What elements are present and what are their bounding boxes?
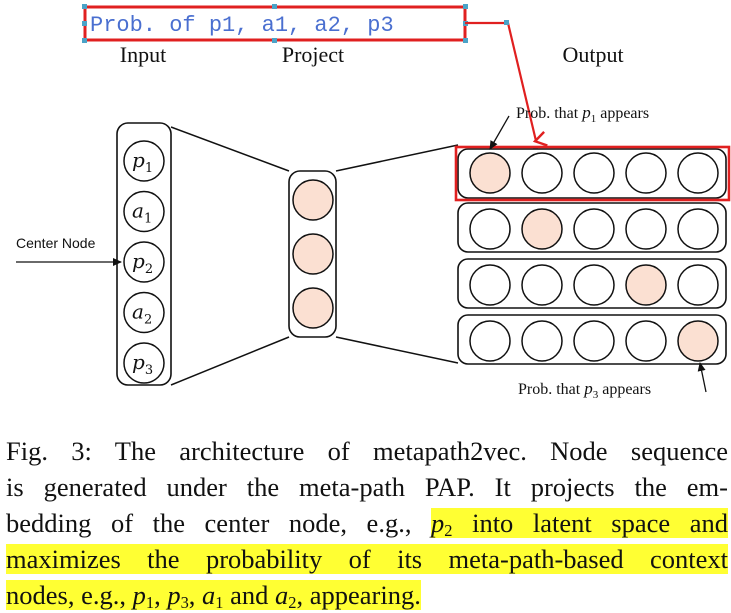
output-node-active [469, 152, 511, 194]
annotation-text[interactable]: Prob. of p1, a1, a2, p3 [90, 13, 394, 38]
projection-nodes [292, 179, 334, 329]
output-node [677, 264, 719, 306]
caption-line-1: Fig. 3: The architecture of metapath2vec… [6, 436, 728, 466]
resize-handle-br[interactable] [463, 38, 468, 43]
input-node-a2: a2 [123, 291, 165, 334]
label-output: Output [562, 42, 623, 67]
svg-text:a1: a1 [132, 199, 152, 227]
output-row [457, 202, 727, 253]
output-node [677, 208, 719, 250]
output-node-active [625, 264, 667, 306]
input-nodes: p1 a1 p2 a2 p3 [123, 140, 165, 384]
resize-handle-bm[interactable] [272, 38, 277, 43]
input-node-a1: a1 [123, 190, 165, 233]
output-row [457, 314, 727, 365]
input-node-p1: p1 [123, 140, 165, 182]
callout-bottom-arrow [697, 362, 707, 393]
callout-bottom: Prob. that p3 appears [518, 379, 651, 401]
annotation-box[interactable]: Prob. of p1, a1, a2, p3 [82, 4, 468, 43]
figure-caption: Fig. 3: The architecture of metapath2vec… [6, 433, 728, 613]
projection-node [292, 233, 334, 275]
output-layer [457, 148, 727, 365]
output-row [457, 148, 727, 199]
caption-line-3: bedding of the center node, e.g., p2 int… [6, 508, 728, 541]
output-node [625, 208, 667, 250]
resize-handle-ml[interactable] [82, 21, 87, 26]
output-node [521, 264, 563, 306]
projection-node [292, 179, 334, 221]
resize-handle-tr[interactable] [463, 4, 468, 9]
output-node [677, 152, 719, 194]
svg-text:a2: a2 [132, 300, 152, 328]
output-node [521, 152, 563, 194]
caption-line-5: nodes, e.g., p1, p3, a1 and a2, appearin… [6, 580, 421, 613]
svg-text:p3: p3 [132, 350, 153, 378]
output-node [521, 320, 563, 362]
caption-line-2: is generated under the meta-path PAP. It… [6, 472, 728, 502]
output-node [469, 264, 511, 306]
output-node [469, 320, 511, 362]
annotation-connector-arrow[interactable] [465, 21, 536, 141]
callout-top: Prob. that p1 appears [516, 103, 649, 125]
output-node-active [521, 208, 563, 250]
label-input: Input [120, 42, 166, 67]
output-node [573, 152, 615, 194]
caption-line-4: maximizes the probability of its meta-pa… [6, 544, 728, 574]
resize-handle-tm[interactable] [272, 4, 277, 9]
connector-handle[interactable] [504, 20, 509, 25]
label-project: Project [282, 42, 344, 67]
output-node [573, 320, 615, 362]
center-node-label: Center Node [16, 235, 96, 251]
output-node [469, 208, 511, 250]
output-node [625, 152, 667, 194]
output-node [625, 320, 667, 362]
callout-top-arrow [489, 115, 510, 150]
output-row [457, 258, 727, 309]
network-connections [170, 126, 459, 386]
output-node [573, 208, 615, 250]
output-row-1-selection[interactable] [454, 145, 731, 202]
input-node-p2: p2 [123, 241, 165, 283]
projection-node [292, 287, 334, 329]
svg-text:p1: p1 [132, 148, 153, 176]
resize-handle-bl[interactable] [82, 38, 87, 43]
input-node-p3: p3 [123, 342, 165, 384]
output-node [573, 264, 615, 306]
resize-handle-tl[interactable] [82, 4, 87, 9]
svg-text:p2: p2 [132, 249, 153, 277]
output-node-active [677, 320, 719, 362]
